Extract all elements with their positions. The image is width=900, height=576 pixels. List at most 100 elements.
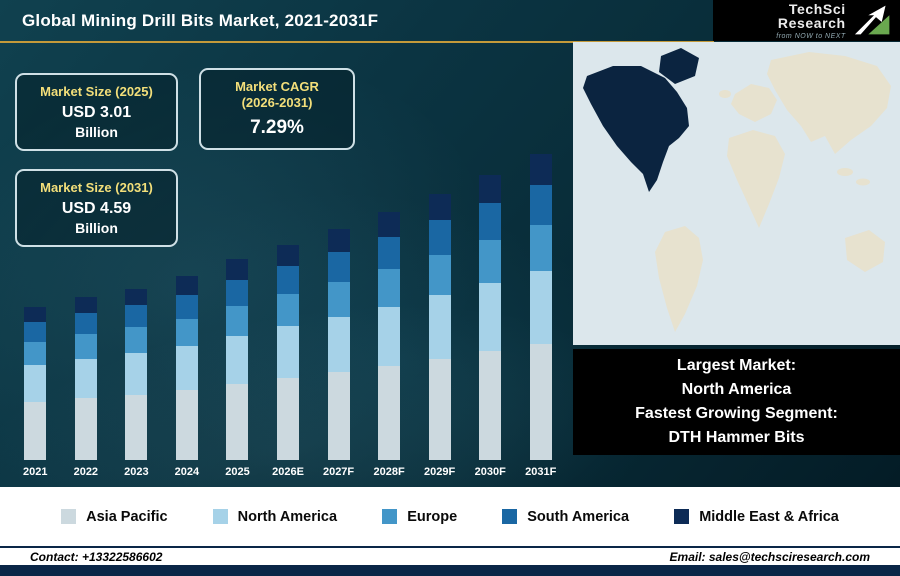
bar-column-2025: 2025	[212, 259, 263, 478]
bar-column-2029F: 2029F	[414, 194, 465, 478]
bar-column-2022: 2022	[61, 296, 112, 478]
logo-tagline: from NOW to NEXT	[776, 32, 846, 40]
bar-segment-europe	[175, 318, 198, 346]
bar-segment-south-america	[529, 184, 552, 225]
stat-value: USD 4.59	[61, 200, 132, 218]
legend-item-north-america: North America	[212, 508, 338, 525]
map-region-australia	[845, 230, 885, 272]
bar-segment-north-america	[428, 294, 451, 359]
bar-segment-asia-pacific	[479, 351, 502, 460]
stacked-bar	[378, 212, 401, 460]
bar-segment-middle-east-africa	[479, 174, 502, 203]
bar-segment-asia-pacific	[327, 372, 350, 460]
bar-segment-north-america	[74, 358, 97, 398]
stacked-bar	[277, 244, 299, 460]
bar-segment-europe	[529, 224, 552, 271]
stacked-bar	[226, 259, 249, 460]
map-region-europe	[731, 84, 777, 122]
chart-legend: Asia Pacific North America Europe South Ame…	[0, 487, 900, 546]
bottom-accent-bar	[0, 565, 900, 576]
bar-column-2028F: 2028F	[364, 212, 415, 478]
bar-column-2031F: 2031F	[515, 154, 566, 478]
stat-value: USD 3.01	[61, 104, 132, 122]
map-region-north-america	[583, 66, 689, 192]
bar-segment-asia-pacific	[24, 402, 47, 460]
world-map-svg	[573, 42, 900, 345]
bar-column-2030F: 2030F	[465, 174, 516, 478]
legend-label: North America	[237, 508, 338, 525]
bar-segment-south-america	[428, 220, 451, 255]
stat-label: (2026-2031)	[241, 95, 313, 111]
map-region-africa	[727, 130, 785, 228]
bar-segment-europe	[378, 269, 401, 307]
stat-card-market-size-2031: Market Size (2031) USD 4.59 Billion	[15, 169, 178, 248]
bar-segment-asia-pacific	[428, 358, 451, 460]
bar-segment-north-america	[479, 282, 502, 352]
title-underline	[0, 41, 714, 43]
bar-segment-middle-east-africa	[125, 288, 148, 306]
x-axis-label: 2031F	[525, 466, 557, 478]
legend-swatch	[502, 509, 518, 524]
bar-segment-europe	[226, 306, 249, 336]
stacked-bar	[529, 154, 552, 460]
stacked-bar	[24, 306, 47, 460]
bar-column-2024: 2024	[162, 276, 213, 478]
bar-segment-middle-east-africa	[428, 194, 451, 221]
bar-segment-south-america	[24, 322, 47, 343]
stat-label: Market CAGR	[235, 79, 319, 94]
stat-unit: Billion	[75, 220, 118, 237]
map-region-greenland	[659, 48, 699, 84]
callout-line: DTH Hammer Bits	[668, 429, 805, 446]
world-map	[573, 42, 900, 345]
legend-item-asia-pacific: Asia Pacific	[61, 508, 168, 525]
arrow-icon	[854, 5, 890, 34]
bar-column-2026E: 2026E	[263, 244, 314, 478]
bar-segment-middle-east-africa	[175, 276, 198, 295]
bar-segment-south-america	[479, 202, 502, 240]
x-axis-label: 2024	[174, 466, 200, 478]
bar-segment-south-america	[277, 266, 299, 294]
stat-card-cagr: Market CAGR (2026-2031) 7.29%	[199, 68, 355, 150]
bar-segment-south-america	[125, 305, 148, 328]
bar-segment-europe	[125, 327, 148, 354]
contact-email: Email: sales@techsciresearch.com	[669, 549, 870, 564]
bar-segment-europe	[277, 294, 299, 326]
footer-bar: Contact: +13322586602 Email: sales@techs…	[0, 546, 900, 565]
x-axis-label: 2023	[124, 466, 149, 478]
bar-segment-asia-pacific	[175, 390, 198, 460]
bar-segment-middle-east-africa	[74, 296, 97, 313]
bar-segment-south-america	[226, 280, 249, 306]
bar-segment-asia-pacific	[226, 384, 249, 460]
logo-text: TechSci Research from NOW to NEXT	[722, 2, 846, 40]
x-axis-label: 2021	[23, 466, 48, 478]
bar-segment-south-america	[378, 237, 401, 270]
stat-unit: Billion	[75, 124, 118, 141]
bar-segment-europe	[327, 282, 350, 317]
legend-label: Asia Pacific	[86, 508, 168, 525]
bar-segment-south-america	[175, 294, 198, 319]
bar-segment-north-america	[378, 306, 401, 366]
bar-column-2027F: 2027F	[313, 228, 364, 478]
map-region-south-america	[655, 226, 703, 332]
bar-segment-asia-pacific	[277, 378, 299, 460]
bar-segment-middle-east-africa	[24, 306, 47, 323]
bar-segment-south-america	[327, 252, 350, 283]
callout-line: North America	[681, 381, 792, 398]
x-axis-label: 2026E	[272, 466, 304, 478]
x-axis-label: 2022	[73, 466, 99, 478]
bar-segment-europe	[479, 239, 502, 283]
bar-segment-north-america	[226, 336, 249, 384]
x-axis-label: 2029F	[424, 466, 456, 478]
stacked-bar	[74, 296, 97, 460]
legend-item-middle-east-africa: Middle East & Africa	[674, 509, 839, 525]
bar-segment-north-america	[24, 365, 47, 402]
bar-segment-europe	[74, 334, 97, 359]
stacked-bar	[479, 174, 502, 460]
bar-segment-asia-pacific	[529, 344, 552, 460]
bar-segment-middle-east-africa	[226, 259, 249, 280]
map-region-uk	[719, 90, 731, 98]
x-axis-label: 2028F	[373, 466, 405, 478]
stacked-bar	[327, 228, 350, 460]
stacked-bar	[428, 194, 451, 460]
